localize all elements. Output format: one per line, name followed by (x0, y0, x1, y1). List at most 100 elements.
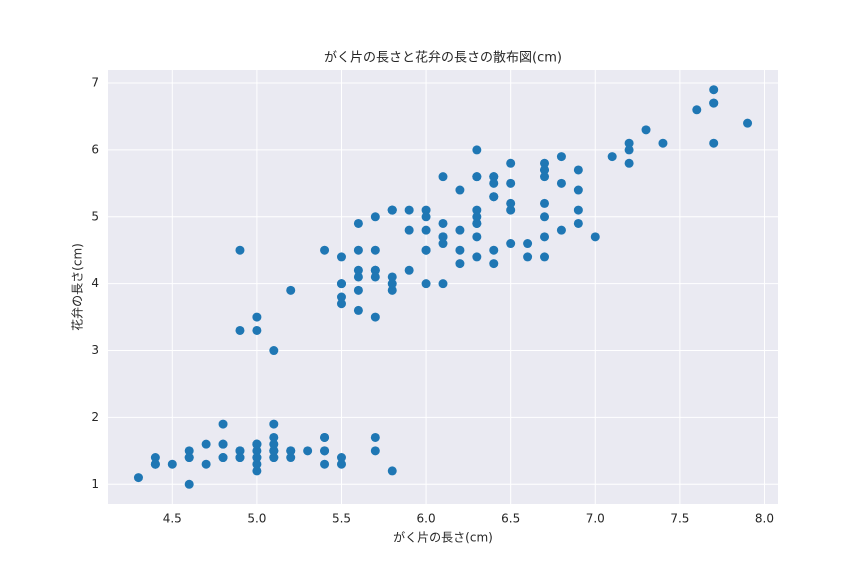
point (540, 158, 550, 168)
point (184, 479, 194, 489)
point (540, 172, 550, 182)
x-tick-label: 6.5 (501, 512, 520, 526)
point (150, 459, 160, 469)
point (353, 272, 363, 282)
point (438, 279, 448, 289)
y-tick-label: 4 (91, 276, 99, 290)
point (370, 265, 380, 275)
y-tick-label: 2 (91, 410, 99, 424)
point (353, 305, 363, 315)
point (336, 279, 346, 289)
point (150, 453, 160, 463)
point (336, 299, 346, 309)
point (641, 125, 651, 135)
point (607, 152, 617, 162)
point (472, 252, 482, 262)
point (252, 453, 262, 463)
x-tick-label: 7.5 (670, 512, 689, 526)
point (658, 138, 668, 148)
point (540, 212, 550, 222)
point (252, 312, 262, 322)
point (556, 152, 566, 162)
point (320, 432, 330, 442)
point (252, 459, 262, 469)
point (692, 105, 702, 115)
point (336, 453, 346, 463)
point (336, 252, 346, 262)
point (184, 446, 194, 456)
point (387, 279, 397, 289)
point (167, 459, 177, 469)
point (455, 259, 465, 269)
point (472, 212, 482, 222)
x-tick-label: 6.0 (417, 512, 436, 526)
point (235, 325, 245, 335)
point (489, 172, 499, 182)
x-axis-label: がく片の長さ(cm) (393, 530, 493, 545)
point (269, 446, 279, 456)
point (438, 218, 448, 228)
point (743, 118, 753, 128)
point (404, 225, 414, 235)
point (573, 185, 583, 195)
point (506, 178, 516, 188)
point (590, 232, 600, 242)
point (235, 453, 245, 463)
point (404, 265, 414, 275)
point (624, 158, 634, 168)
point (438, 239, 448, 249)
point (370, 312, 380, 322)
point (218, 439, 228, 449)
x-tick-label: 5.5 (332, 512, 351, 526)
point (506, 239, 516, 249)
point (336, 292, 346, 302)
point (709, 85, 719, 95)
point (709, 138, 719, 148)
x-tick-label: 7.0 (586, 512, 605, 526)
point (370, 446, 380, 456)
point (370, 245, 380, 255)
point (489, 259, 499, 269)
point (286, 453, 296, 463)
y-tick-label: 7 (91, 76, 99, 90)
point (489, 178, 499, 188)
point (353, 218, 363, 228)
point (472, 145, 482, 155)
point (370, 432, 380, 442)
point (421, 212, 431, 222)
y-axis-label: 花弁の長さ(cm) (70, 243, 85, 331)
point (573, 218, 583, 228)
point (133, 473, 143, 483)
point (472, 232, 482, 242)
point (421, 225, 431, 235)
point (269, 439, 279, 449)
point (438, 232, 448, 242)
y-tick-label: 3 (91, 343, 99, 357)
point (353, 265, 363, 275)
point (387, 272, 397, 282)
point (201, 439, 211, 449)
point (421, 245, 431, 255)
point (252, 446, 262, 456)
point (387, 205, 397, 215)
point (556, 178, 566, 188)
point (235, 245, 245, 255)
point (353, 285, 363, 295)
point (269, 346, 279, 356)
point (421, 279, 431, 289)
point (252, 466, 262, 476)
point (624, 145, 634, 155)
x-tick-label: 8.0 (755, 512, 774, 526)
chart-title: がく片の長さと花弁の長さの散布図(cm) (324, 50, 562, 66)
point (387, 466, 397, 476)
point (184, 453, 194, 463)
point (269, 453, 279, 463)
point (523, 239, 533, 249)
point (235, 446, 245, 456)
point (506, 158, 516, 168)
point (370, 212, 380, 222)
point (370, 272, 380, 282)
point (506, 198, 516, 208)
point (472, 205, 482, 215)
